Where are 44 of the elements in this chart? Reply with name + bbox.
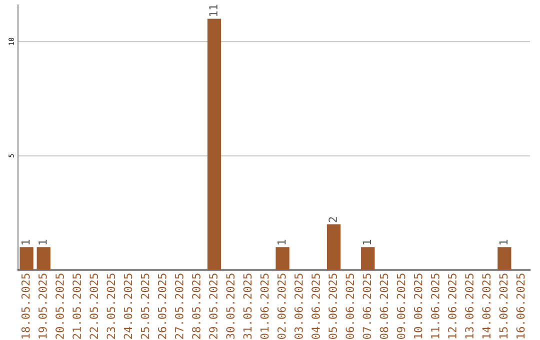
x-tick-label: 28.05.2025 [192,274,200,339]
x-tick-label: 02.06.2025 [277,274,286,339]
data-label: 1 [38,240,47,244]
x-tick-label: 04.06.2025 [312,274,320,339]
x-tick-label: 23.05.2025 [106,274,116,339]
x-tick-label: 31.05.2025 [243,274,252,339]
x-tick-label: 14.06.2025 [482,274,491,338]
x-tick-label: 11.06.2025 [430,274,440,338]
bar [361,247,375,270]
x-tick-label: 24.05.2025 [124,274,132,339]
x-tick-label: 15.06.2025 [499,274,508,338]
x-tick-label: 27.05.2025 [174,274,184,339]
bar [20,247,34,270]
data-label: 11 [209,4,218,16]
x-tick-label: 19.05.2025 [38,274,47,338]
x-tick-label: 03.06.2025 [294,274,303,339]
x-tick-label: 07.06.2025 [362,274,372,339]
x-tick-label: 08.06.2025 [380,274,388,339]
x-tick-label: 16.06.2025 [516,274,525,338]
bar [276,247,290,270]
data-label: 1 [499,240,508,244]
bar [498,247,512,270]
x-tick-label: 05.06.2025 [328,274,337,339]
x-tick-label: 10.06.2025 [414,274,422,338]
x-tick-label: 25.05.2025 [140,274,150,339]
data-label: 2 [328,217,337,222]
data-label: 1 [278,240,286,244]
x-tick-label: 13.06.2025 [465,274,474,338]
x-tick-label: 20.05.2025 [56,274,64,339]
x-tick-label: 18.05.2025 [21,274,30,338]
x-tick-label: 06.06.2025 [346,274,354,339]
x-tick-label: 21.05.2025 [72,274,81,339]
x-tick-label: 26.05.2025 [158,274,166,339]
data-label: 1 [22,240,30,244]
x-tick-label: 29.05.2025 [209,274,218,339]
data-label: 1 [362,240,371,244]
bar [207,18,222,270]
bar [36,247,50,270]
x-tick-label: 01.06.2025 [260,274,269,339]
x-tick-label: 22.05.2025 [90,274,98,339]
x-tick-label: 12.06.2025 [448,274,456,338]
x-tick-label: 09.06.2025 [396,274,406,339]
x-tick-label: 30.05.2025 [226,274,235,339]
bar [326,224,341,270]
